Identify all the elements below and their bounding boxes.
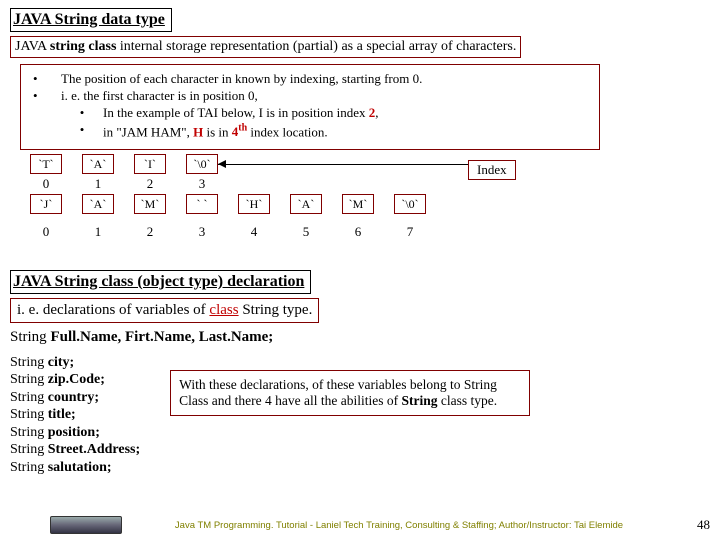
note-line2-pre: Class and there 4 have all the abilities… [179,393,401,408]
arr1-cell: `I` [134,154,166,174]
index-arrow-head-icon [218,160,226,168]
arr2-index: 0 [30,224,62,240]
page-number: 48 [676,517,720,533]
arr2-index: 1 [82,224,114,240]
indexing-explanation-box: •The position of each character in known… [20,64,600,150]
declaration-item: String country; [10,389,140,407]
arr1-cell: `A` [82,154,114,174]
declaration-item: String Street.Address; [10,441,140,459]
index-arrow-line [218,164,468,166]
page-title: JAVA String data type [10,8,172,32]
bullet-3: In the example of TAI below, I is in pos… [103,105,379,122]
arr1-index: 1 [82,176,114,192]
footer-text: Java TM Programming. Tutorial - Laniel T… [122,520,676,531]
bullet-list: •The position of each character in known… [29,71,591,141]
index-label: Index [468,160,516,180]
arr2-cell: `J` [30,194,62,214]
arr2-index: 4 [238,224,270,240]
arr2-index: 5 [290,224,322,240]
arr2-cell: `M` [342,194,374,214]
arr1-cell: `\0` [186,154,218,174]
arr2-cell: `H` [238,194,270,214]
arr2-cell: `M` [134,194,166,214]
bullet-2: i. e. the first character is in position… [61,88,258,105]
declaration-item: String title; [10,406,140,424]
subtitle-suf: internal storage representation (partial… [116,39,516,54]
note-line1: With these declarations, of these variab… [179,377,497,392]
arr1-index: 3 [186,176,218,192]
declaration-item: String salutation; [10,459,140,477]
slide: JAVA String data type JAVA string class … [0,0,720,540]
declaration-line-1: String Full.Name, Firt.Name, Last.Name; [10,329,710,346]
declaration-columns: String city;String zip.Code;String count… [10,354,710,477]
arr1-index: 0 [30,176,62,192]
subtitle-pre: JAVA [15,39,50,54]
arr2-index: 7 [394,224,426,240]
bullet-1: The position of each character in known … [61,71,422,88]
bullet-4: in "JAM HAM", H is in 4th index location… [103,122,328,141]
declaration-item: String position; [10,424,140,442]
section-title-declaration: JAVA String class (object type) declarat… [10,270,311,294]
array-diagram: Index `T` 0 `A` 1 `I` 2 `\0` 3 `J` 0 `A` 1 `M` 2 ` ` 3 `… [30,154,590,264]
note-line2-b: String [401,393,437,408]
arr2-cell: `\0` [394,194,426,214]
subtitle: JAVA string class internal storage repre… [10,36,521,58]
arr2-index: 2 [134,224,166,240]
footer-bar-icon [50,516,122,534]
declaration-item: String zip.Code; [10,371,140,389]
declaration-item: String city; [10,354,140,372]
note-line2-post: class type. [437,393,497,408]
arr2-cell: `A` [82,194,114,214]
slide-footer: Java TM Programming. Tutorial - Laniel T… [0,516,720,534]
arr2-cell: ` ` [186,194,218,214]
arr1-cell: `T` [30,154,62,174]
declaration-list: String city;String zip.Code;String count… [10,354,140,477]
declaration-subtitle: i. e. declarations of variables of class… [10,298,319,323]
declaration-note-box: With these declarations, of these variab… [170,370,530,416]
subtitle-bold: string class [50,39,117,54]
arr2-index: 6 [342,224,374,240]
arr1-index: 2 [134,176,166,192]
arr2-index: 3 [186,224,218,240]
arr2-cell: `A` [290,194,322,214]
